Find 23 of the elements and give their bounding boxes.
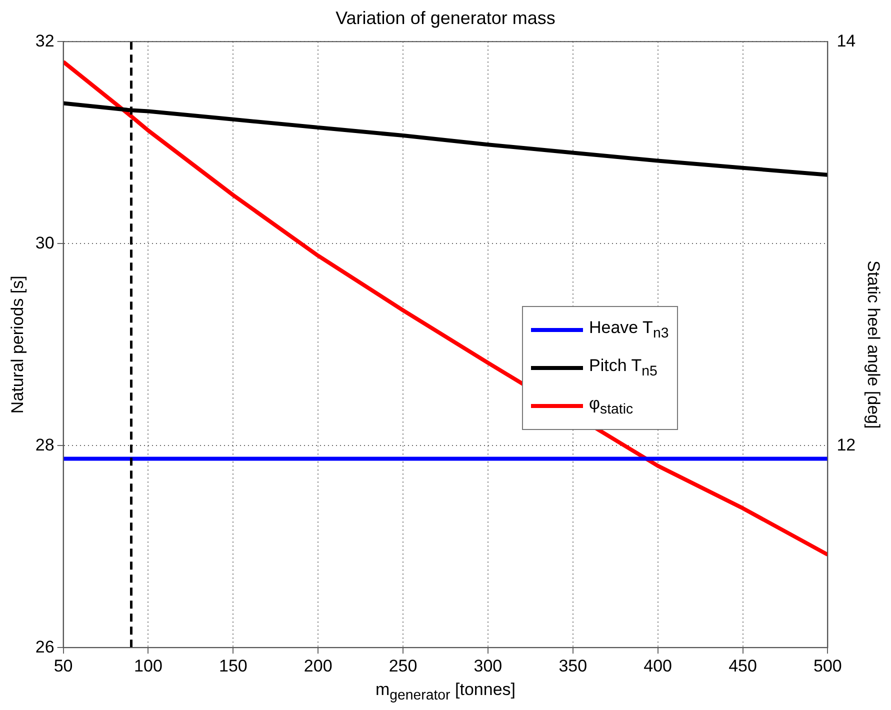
x-axis-title: m$_{generator}$ [tonnes] xyxy=(374,680,516,704)
y-axis-title: Natural periods [s] xyxy=(8,276,27,414)
x-tick-label: 350 xyxy=(558,656,588,676)
y-tick-label: 30 xyxy=(35,233,54,252)
y-tick-label: 26 xyxy=(35,637,54,656)
x-tick-label: 150 xyxy=(218,656,248,676)
y2-tick-label: 12 xyxy=(836,435,856,454)
x-tick-label: 450 xyxy=(728,656,757,676)
legend-label: φ$_{static}$ xyxy=(589,394,634,418)
chart-title: Variation of generator mass xyxy=(336,8,556,28)
y-tick-label: 28 xyxy=(35,435,54,454)
x-tick-label: 200 xyxy=(304,656,332,676)
y2-tick-label: 14 xyxy=(836,31,856,50)
y-tick-label: 32 xyxy=(35,31,54,50)
x-tick-label: 300 xyxy=(474,656,502,676)
x-tick-label: 50 xyxy=(54,656,73,676)
x-tick-label: 400 xyxy=(644,656,672,676)
legend-label: Heave T$_{n3}$ xyxy=(589,318,669,342)
x-tick-label: 500 xyxy=(814,656,842,676)
legend-label: Pitch T$_{n5}$ xyxy=(589,356,658,380)
y2-axis-title: Static heel angle [deg] xyxy=(864,260,884,429)
x-tick-label: 250 xyxy=(388,656,418,676)
x-tick-label: 100 xyxy=(134,656,162,676)
